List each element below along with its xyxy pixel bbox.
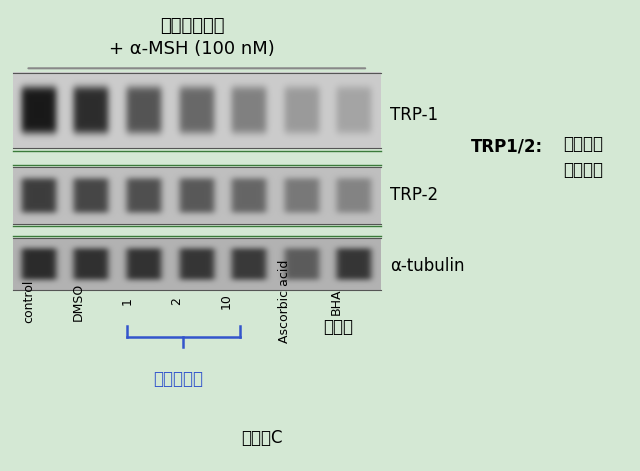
Bar	[13, 73, 381, 148]
Text: 2: 2	[170, 298, 183, 305]
Text: 10: 10	[220, 293, 232, 309]
Text: 芪類化合物: 芪類化合物	[153, 370, 203, 388]
Text: Ascorbic acid: Ascorbic acid	[278, 260, 291, 343]
Text: 相關蛋白: 相關蛋白	[563, 161, 604, 179]
Text: BHA: BHA	[330, 288, 342, 315]
Text: α-tubulin: α-tubulin	[390, 257, 465, 275]
Text: 酪氨酸酶: 酪氨酸酶	[563, 135, 604, 153]
Text: 黑色素刺激素: 黑色素刺激素	[160, 17, 224, 35]
Bar	[13, 238, 381, 290]
Text: TRP-1: TRP-1	[390, 106, 438, 124]
Text: DMSO: DMSO	[72, 282, 84, 321]
Text: 水楊酸: 水楊酸	[323, 318, 353, 336]
Text: TRP1/2:: TRP1/2:	[470, 137, 543, 155]
Text: 1: 1	[121, 298, 134, 305]
Text: control: control	[22, 280, 35, 323]
Text: + α-MSH (100 nM): + α-MSH (100 nM)	[109, 41, 275, 58]
Text: 維生素C: 維生素C	[242, 429, 283, 447]
Bar	[13, 167, 381, 224]
Text: TRP-2: TRP-2	[390, 187, 438, 204]
